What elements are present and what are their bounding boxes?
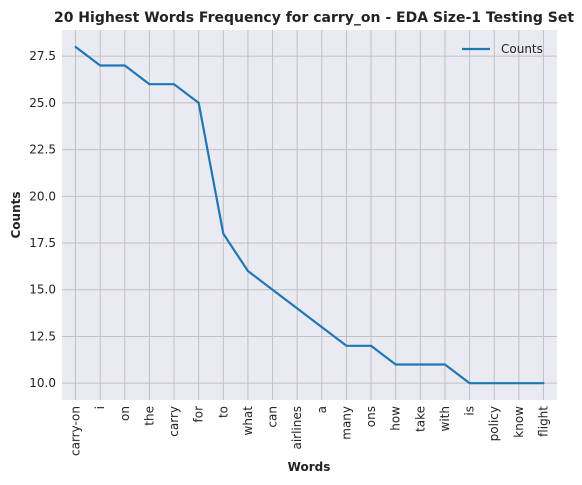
legend: Counts xyxy=(462,42,543,56)
data-point xyxy=(542,382,545,385)
x-tick-label: the xyxy=(142,406,156,426)
x-tick-label: i xyxy=(93,406,107,409)
x-tick-label: what xyxy=(241,406,255,436)
x-tick-label: carry xyxy=(167,406,181,437)
x-tick-label: many xyxy=(339,406,353,440)
data-point xyxy=(320,326,323,329)
x-tick-label: is xyxy=(463,406,477,416)
data-point xyxy=(222,232,225,235)
data-point xyxy=(271,288,274,291)
x-tick-label: policy xyxy=(487,406,501,441)
x-tick-label: a xyxy=(315,406,329,413)
x-tick-label: on xyxy=(118,406,132,421)
y-tick-label: 12.5 xyxy=(29,329,56,343)
data-point xyxy=(443,363,446,366)
chart-title: 20 Highest Words Frequency for carry_on … xyxy=(54,10,574,26)
data-point xyxy=(148,83,151,86)
y-tick-label: 25.0 xyxy=(29,96,56,110)
data-point xyxy=(370,344,373,347)
data-point xyxy=(99,64,102,67)
data-point xyxy=(296,307,299,310)
data-point xyxy=(123,64,126,67)
x-tick-label: for xyxy=(192,406,206,423)
data-point xyxy=(493,382,496,385)
data-point xyxy=(345,344,348,347)
x-tick-label: to xyxy=(216,406,230,418)
y-tick-label: 20.0 xyxy=(29,189,56,203)
series-lines xyxy=(74,45,545,385)
y-axis-ticks: 10.0 12.5 15.0 17.5 20.0 22.5 25.0 27.5 xyxy=(29,49,56,390)
y-tick-label: 15.0 xyxy=(29,283,56,297)
data-point xyxy=(517,382,520,385)
y-tick-label: 17.5 xyxy=(29,236,56,250)
data-point xyxy=(246,270,249,273)
x-tick-label: how xyxy=(389,406,403,431)
x-tick-label: carry-on xyxy=(69,406,83,456)
data-point xyxy=(173,83,176,86)
x-axis-ticks: carry-on i on the carry for to what can airlines a… xyxy=(69,406,551,456)
data-point xyxy=(468,382,471,385)
x-tick-label: can xyxy=(266,406,280,428)
grid-lines xyxy=(62,30,557,400)
x-tick-label: ons xyxy=(364,406,378,427)
x-tick-label: know xyxy=(512,406,526,438)
x-tick-label: take xyxy=(413,406,427,432)
legend-label-counts: Counts xyxy=(501,42,543,56)
x-tick-label: airlines xyxy=(290,406,304,450)
y-axis-label: Counts xyxy=(9,191,23,238)
series-line-counts xyxy=(74,45,544,385)
data-point xyxy=(197,101,200,104)
x-axis-label: Words xyxy=(288,460,331,474)
data-point xyxy=(74,45,77,48)
x-tick-label: flight xyxy=(536,406,550,437)
plot-area xyxy=(62,30,557,400)
data-point xyxy=(419,363,422,366)
x-tick-label: with xyxy=(438,406,452,431)
y-tick-label: 27.5 xyxy=(29,49,56,63)
data-point xyxy=(394,363,397,366)
y-tick-label: 22.5 xyxy=(29,143,56,157)
y-tick-label: 10.0 xyxy=(29,376,56,390)
